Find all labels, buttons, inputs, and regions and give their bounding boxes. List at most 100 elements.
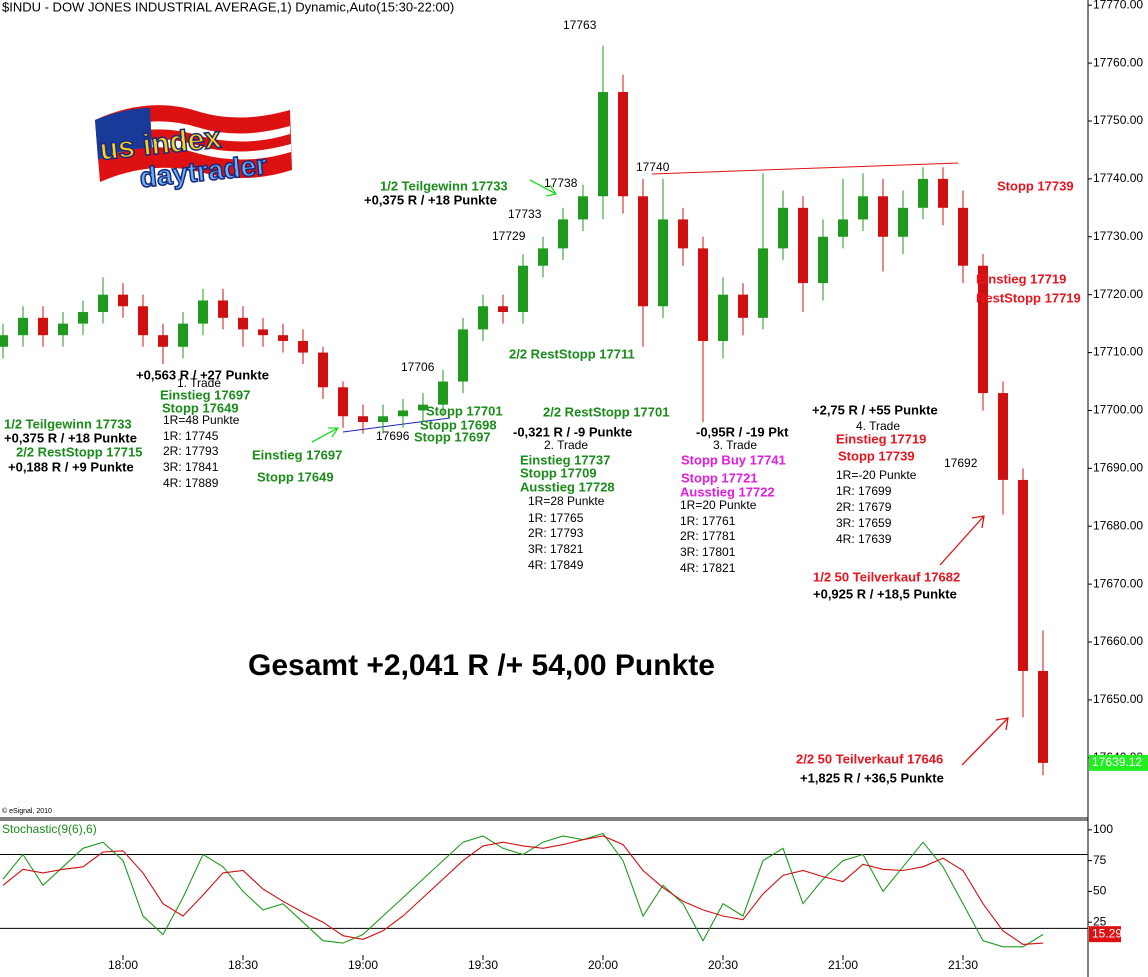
y-tick-label: 25 [1093, 914, 1107, 928]
candle-body [158, 335, 168, 347]
candle-body [0, 335, 8, 347]
y-tick-label: 17730.00 [1093, 229, 1143, 243]
annotation: Stopp 17698 [420, 417, 497, 432]
annotation: 2/2 RestStopp 17711 [509, 346, 635, 361]
y-tick-label: 17770.00 [1093, 0, 1143, 11]
annotation: 1R: 17699 [836, 484, 892, 498]
y-tick-label: 75 [1093, 853, 1107, 867]
candle-body [358, 416, 368, 423]
x-tick-label: 21:30 [948, 958, 978, 972]
annotation: 1R: 17745 [163, 429, 219, 443]
last-value-label: 15.29 [1092, 926, 1122, 940]
candle-body [198, 300, 208, 324]
last-price-box [1089, 754, 1148, 771]
candle-body [898, 207, 908, 237]
y-tick-label: 50 [1093, 884, 1107, 898]
candle-body [658, 219, 668, 307]
annotation: 1. Trade [177, 376, 221, 390]
annotation: 4R: 17889 [163, 476, 219, 490]
y-tick-label: 17700.00 [1093, 403, 1143, 417]
candle-body [318, 352, 328, 388]
annotation: +0,188 R / +9 Punkte [8, 459, 134, 474]
candle-body [998, 393, 1008, 480]
annotation: Einstieg 17719 [976, 271, 1066, 286]
annotation: 4. Trade [856, 419, 900, 433]
candle-body [698, 248, 708, 341]
candle-body [338, 387, 348, 417]
annotation: Gesamt +2,041 R /+ 54,00 Punkte [248, 649, 715, 682]
annotation: 17733 [508, 207, 542, 221]
candle-body [1018, 479, 1028, 671]
x-tick-label: 19:00 [348, 958, 378, 972]
y-tick-label: 17750.00 [1093, 113, 1143, 127]
annotation: +0,375 R / +18 Punkte [364, 192, 497, 207]
candle-body [378, 416, 388, 423]
candle-body [938, 178, 948, 208]
annotation: 17696 [376, 429, 410, 443]
annotation: Stopp 17709 [520, 465, 597, 480]
annotation: Ausstieg 17722 [680, 484, 775, 499]
candle-body [458, 329, 468, 382]
annotation: +0,563 R / +27 Punkte [136, 367, 269, 382]
candle-body [598, 92, 608, 197]
candle-body [978, 265, 988, 394]
y-tick-label: 17690.00 [1093, 461, 1143, 475]
arrow [311, 179, 558, 443]
annotation: Stopp Buy 17741 [681, 452, 786, 467]
candle-body [58, 323, 68, 336]
annotation: Stopp 17697 [414, 429, 491, 444]
candle-body [498, 306, 508, 313]
annotation: 2R: 17793 [163, 444, 219, 458]
candle-body [758, 248, 768, 318]
annotation: 2R: 17781 [680, 529, 736, 543]
annotation: 2. Trade [544, 438, 588, 452]
candle-body [918, 178, 928, 208]
candle-body [838, 219, 848, 237]
candle-body [418, 404, 428, 411]
candle-body [298, 340, 308, 353]
y-tick-label: 17710.00 [1093, 345, 1143, 359]
last-price-label: 17639.12 [1092, 755, 1142, 769]
candle-body [538, 248, 548, 266]
resistance-line [651, 162, 959, 175]
annotation: Stopp 17701 [426, 403, 503, 418]
annotation: 3R: 17801 [680, 545, 736, 559]
annotation: +0,925 R / +18,5 Punkte [813, 586, 957, 601]
annotation: 2/2 RestStopp 17715 [16, 444, 142, 459]
annotation: 17740 [636, 160, 670, 174]
annotation: 1/2 Teilgewinn 17733 [4, 416, 132, 431]
x-tick-label: 20:30 [708, 958, 738, 972]
annotation: 1R=-20 Punkte [836, 468, 917, 482]
annotation: 2/2 RestStopp 17701 [543, 404, 669, 419]
annotation: 1R=20 Punkte [680, 498, 757, 512]
annotation: +1,825 R / +36,5 Punkte [800, 770, 944, 785]
candle-body [278, 335, 288, 341]
x-tick-label: 18:00 [108, 958, 138, 972]
annotation: 3R: 17659 [836, 516, 892, 530]
annotation: 17763 [563, 18, 597, 32]
arrow [939, 515, 1009, 766]
annotation: Einstieg 17697 [252, 447, 342, 462]
candle-body [618, 92, 628, 197]
candle-body [238, 317, 248, 330]
candle-body [558, 219, 568, 249]
candle-body [738, 294, 748, 318]
trend-line [342, 417, 451, 433]
indicator-line [2, 832, 1044, 948]
y-tick-label: 17660.00 [1093, 634, 1143, 648]
candle-body [258, 329, 268, 336]
candle-body [1038, 670, 1048, 763]
x-tick-label: 18:30 [228, 958, 258, 972]
candle-body [118, 294, 128, 307]
annotation: 1R: 17765 [528, 511, 584, 525]
logo-canton [95, 108, 152, 160]
last-value-box [1089, 926, 1121, 943]
annotation: 4R: 17639 [836, 532, 892, 546]
annotation: Einstieg 17697 [160, 387, 250, 402]
annotation: Stopp 17649 [257, 469, 334, 484]
candle-body [38, 317, 48, 336]
annotation: 17692 [944, 456, 978, 470]
annotation: 4R: 17849 [528, 558, 584, 572]
candle-body [478, 306, 488, 330]
